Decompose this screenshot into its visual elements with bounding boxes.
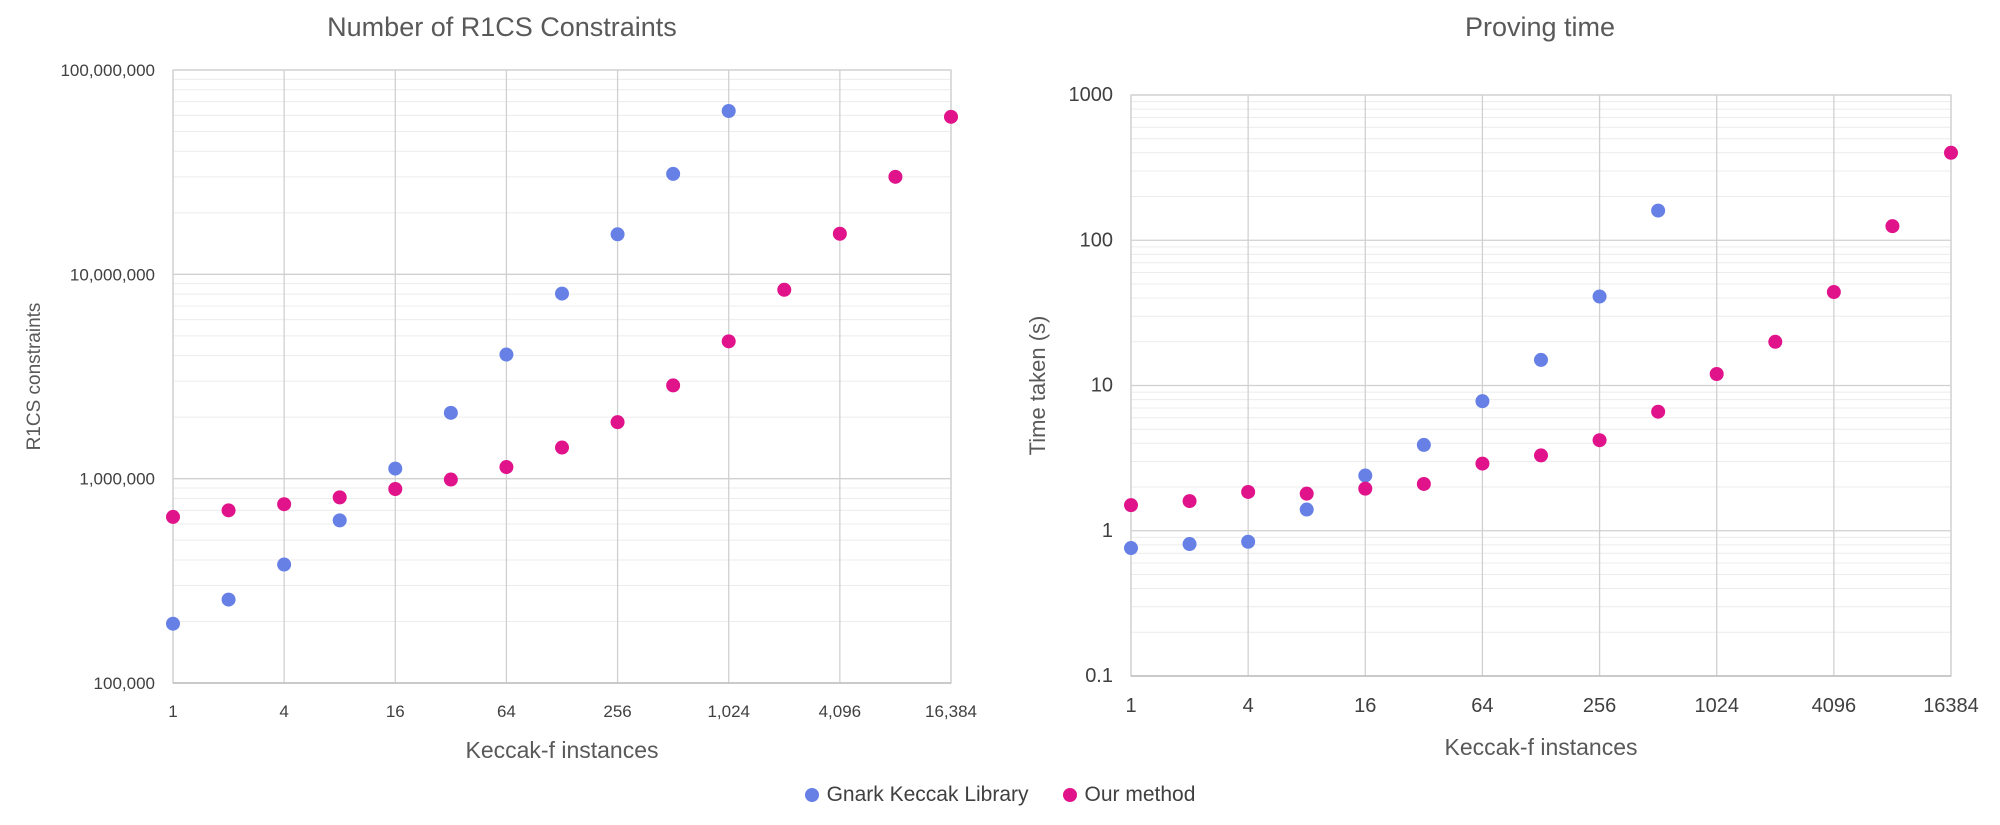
proving-time-data-point (1709, 366, 1724, 381)
proving-time-data-point (1651, 203, 1666, 218)
proving-time-series-our-method (1124, 145, 1958, 513)
constraints-data-point (166, 616, 180, 631)
constraints-x-tick-label: 1 (168, 702, 177, 721)
legend-marker-our-method (1062, 788, 1077, 802)
constraints-data-point (277, 497, 292, 512)
proving-time-data-point (1124, 541, 1138, 556)
constraints-series-gnark (166, 104, 736, 631)
proving-time-x-tick-label: 1 (1125, 695, 1136, 717)
proving-time-x-tick-label: 16384 (1923, 695, 1979, 717)
constraints-data-point (721, 334, 736, 349)
proving-time-y-tick-label: 1000 (1069, 84, 1114, 106)
proving-time-x-tick-label: 16 (1354, 695, 1376, 717)
legend-label-gnark: Gnark Keccak Library (826, 783, 1029, 806)
proving-time-data-point (1885, 219, 1900, 234)
constraints-y-tick-label: 1,000,000 (79, 470, 155, 489)
constraints-x-axis-label: Keccak-f instances (465, 737, 658, 763)
constraints-data-point (832, 226, 847, 241)
legend-item-our-method: Our method (1062, 783, 1196, 807)
constraints-data-point (388, 482, 403, 497)
proving-time-data-point (1358, 468, 1373, 483)
proving-time-x-tick-label: 4 (1243, 695, 1254, 717)
proving-time-data-point (1475, 394, 1490, 409)
constraints-data-point (499, 460, 514, 475)
constraints-data-point (666, 378, 681, 393)
proving-time-x-tick-label: 256 (1583, 695, 1616, 717)
constraints-plot-area (172, 69, 952, 684)
constraints-data-point (443, 472, 458, 487)
proving-time-data-point (1826, 285, 1841, 300)
constraints-data-point (610, 415, 625, 430)
proving-time-data-point (1416, 476, 1431, 491)
proving-time-data-point (1651, 404, 1666, 419)
proving-time-series-gnark (1124, 203, 1666, 556)
constraints-data-point (332, 513, 347, 528)
constraints-data-point (332, 490, 347, 505)
proving-time-y-axis-label: Time taken (s) (1025, 316, 1050, 456)
proving-time-x-tick-label: 64 (1471, 695, 1493, 717)
constraints-data-point (777, 282, 792, 297)
proving-time-data-point (1124, 498, 1138, 513)
proving-time-title: Proving time (1465, 12, 1615, 42)
constraints-x-tick-label: 64 (497, 702, 516, 721)
proving-time-data-point (1416, 437, 1431, 452)
constraints-data-point (221, 592, 236, 607)
constraints-data-point (555, 440, 569, 455)
constraints-x-tick-label: 4 (279, 702, 288, 721)
constraints-title: Number of R1CS Constraints (327, 12, 677, 42)
proving-time-data-point (1592, 289, 1607, 304)
constraints-data-point (166, 509, 180, 524)
legend: Gnark Keccak Library Our method (0, 777, 2000, 813)
proving-time-data-point (1241, 484, 1256, 499)
constraints-y-axis-label: R1CS constraints (24, 303, 45, 451)
constraints-data-point (555, 286, 569, 301)
constraints-x-tick-label: 1,024 (707, 702, 750, 721)
constraints-x-tick-label: 16 (386, 702, 405, 721)
constraints-data-point (610, 227, 625, 242)
proving-time-data-point (1358, 481, 1373, 496)
proving-time-data-point (1768, 334, 1783, 349)
constraints-chart: 100,000 1,000,000 10,000,000 100,000,000 1 4 1… (24, 12, 977, 763)
constraints-y-tick-label: 10,000,000 (70, 265, 155, 284)
proving-time-y-tick-label: 1 (1102, 520, 1113, 542)
constraints-x-tick-label: 256 (603, 702, 631, 721)
proving-time-y-tick-label: 100 (1080, 229, 1113, 251)
proving-time-x-tick-label: 1024 (1694, 695, 1739, 717)
proving-time-data-point (1944, 145, 1958, 160)
constraints-data-point (277, 557, 292, 572)
constraints-data-point (388, 461, 403, 476)
constraints-data-point (721, 104, 736, 119)
proving-time-data-point (1182, 537, 1197, 552)
proving-time-data-point (1241, 534, 1256, 549)
legend-marker-gnark (804, 788, 819, 802)
proving-time-x-axis-label: Keccak-f instances (1444, 734, 1637, 760)
constraints-y-tick-label: 100,000 (94, 674, 155, 693)
proving-time-data-point (1299, 486, 1314, 501)
proving-time-x-tick-label: 4096 (1812, 695, 1857, 717)
legend-label-our-method: Our method (1084, 783, 1196, 806)
proving-time-data-point (1182, 494, 1197, 509)
constraints-y-tick-label: 100,000,000 (60, 61, 155, 80)
proving-time-y-tick-label: 10 (1091, 375, 1113, 397)
proving-time-y-tick-label: 0.1 (1085, 665, 1113, 687)
constraints-data-point (944, 109, 958, 124)
proving-time-data-point (1299, 502, 1314, 517)
constraints-data-point (499, 347, 514, 362)
constraints-data-point (888, 169, 903, 184)
constraints-data-point (221, 503, 236, 518)
constraints-data-point (666, 166, 681, 181)
proving-time-data-point (1534, 352, 1548, 367)
legend-item-gnark: Gnark Keccak Library (804, 783, 1029, 807)
proving-time-data-point (1534, 448, 1548, 463)
constraints-x-tick-label: 4,096 (819, 702, 862, 721)
proving-time-data-point (1475, 456, 1490, 471)
constraints-series-our-method (166, 109, 958, 524)
constraints-data-point (443, 405, 458, 420)
constraints-x-tick-label: 16,384 (925, 702, 977, 721)
proving-time-chart: 0.1 1 10 100 1000 1 4 16 64 256 1024 4096 16384 Provi… (1025, 12, 1979, 760)
proving-time-data-point (1592, 433, 1607, 448)
